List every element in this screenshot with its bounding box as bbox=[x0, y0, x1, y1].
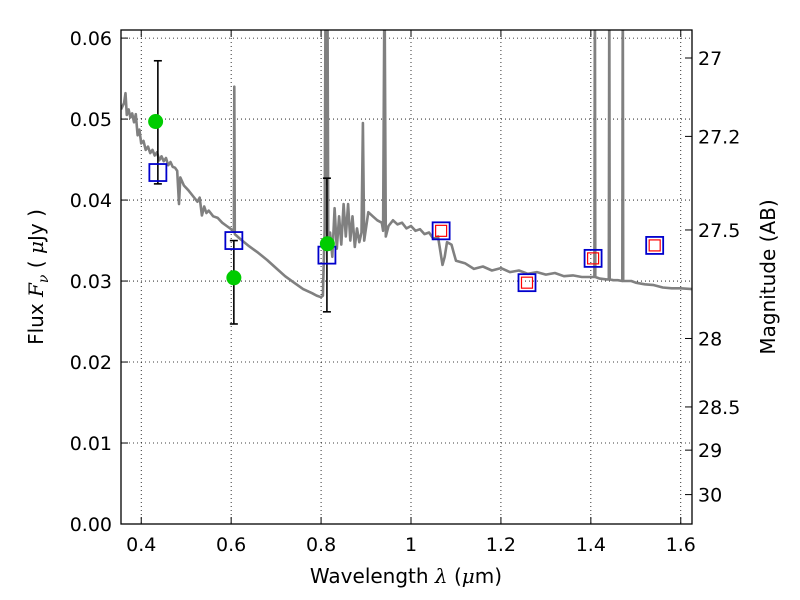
magnitude-axis-ticks: 27 27.2 27.5 28 28.5 29 30 bbox=[685, 48, 740, 507]
y-tick-label: 0.00 bbox=[70, 514, 112, 536]
model-photometry-square bbox=[583, 248, 603, 268]
magnitude-tick-label: 27.5 bbox=[698, 220, 740, 242]
y-tick-label: 0.06 bbox=[70, 28, 112, 50]
plot-frame bbox=[120, 29, 693, 525]
x-tick-label: 1.2 bbox=[486, 534, 516, 556]
magnitude-axis-title: Magnitude (AB) bbox=[756, 199, 780, 354]
y-axis-title: Flux Fν ( μJy ) bbox=[24, 209, 52, 345]
plot-background bbox=[121, 30, 692, 524]
model-photometry-square bbox=[645, 236, 665, 255]
model-photometry-square bbox=[517, 273, 537, 293]
y-axis-ticks: 0.00 0.01 0.02 0.03 0.04 0.05 0.06 bbox=[70, 28, 128, 536]
x-tick-label: 0.6 bbox=[216, 534, 246, 556]
y-tick-label: 0.02 bbox=[70, 352, 112, 374]
magnitude-tick-label: 29 bbox=[698, 440, 722, 462]
upper-limit-square bbox=[648, 239, 661, 252]
model-spectrum-line bbox=[121, 30, 692, 299]
y-tick-label: 0.01 bbox=[70, 433, 112, 455]
magnitude-tick-label: 28.5 bbox=[698, 397, 740, 419]
upper-limit-markers bbox=[435, 224, 661, 289]
magnitude-tick-label: 27 bbox=[698, 48, 722, 70]
y-tick-label: 0.04 bbox=[70, 190, 112, 212]
upper-limit-square bbox=[435, 224, 448, 237]
y-tick-label: 0.05 bbox=[70, 109, 112, 131]
magnitude-tick-label: 28 bbox=[698, 328, 722, 350]
magnitude-tick-label: 27.2 bbox=[698, 126, 740, 148]
model-photometry-square bbox=[148, 163, 168, 182]
x-tick-label: 0.8 bbox=[306, 534, 336, 556]
x-tick-label: 0.4 bbox=[126, 534, 156, 556]
y-tick-label: 0.03 bbox=[70, 271, 112, 293]
observed-photometry-point bbox=[148, 114, 164, 130]
observed-photometry-point bbox=[226, 270, 242, 286]
x-axis-ticks: 0.4 0.6 0.8 1 1.2 1.4 1.6 bbox=[126, 30, 696, 556]
upper-limit-square bbox=[586, 252, 600, 265]
model-photometry-square bbox=[431, 221, 451, 241]
x-tick-label: 1.4 bbox=[576, 534, 606, 556]
observed-photometry-markers bbox=[148, 114, 335, 286]
model-photometry-square bbox=[224, 231, 244, 250]
x-tick-label: 1 bbox=[405, 534, 417, 556]
x-tick-label: 1.6 bbox=[666, 534, 696, 556]
x-axis-title: Wavelength λ (μm) bbox=[310, 564, 502, 588]
observed-photometry-point bbox=[319, 236, 335, 252]
magnitude-tick-label: 30 bbox=[698, 485, 722, 507]
upper-limit-square bbox=[520, 276, 534, 289]
